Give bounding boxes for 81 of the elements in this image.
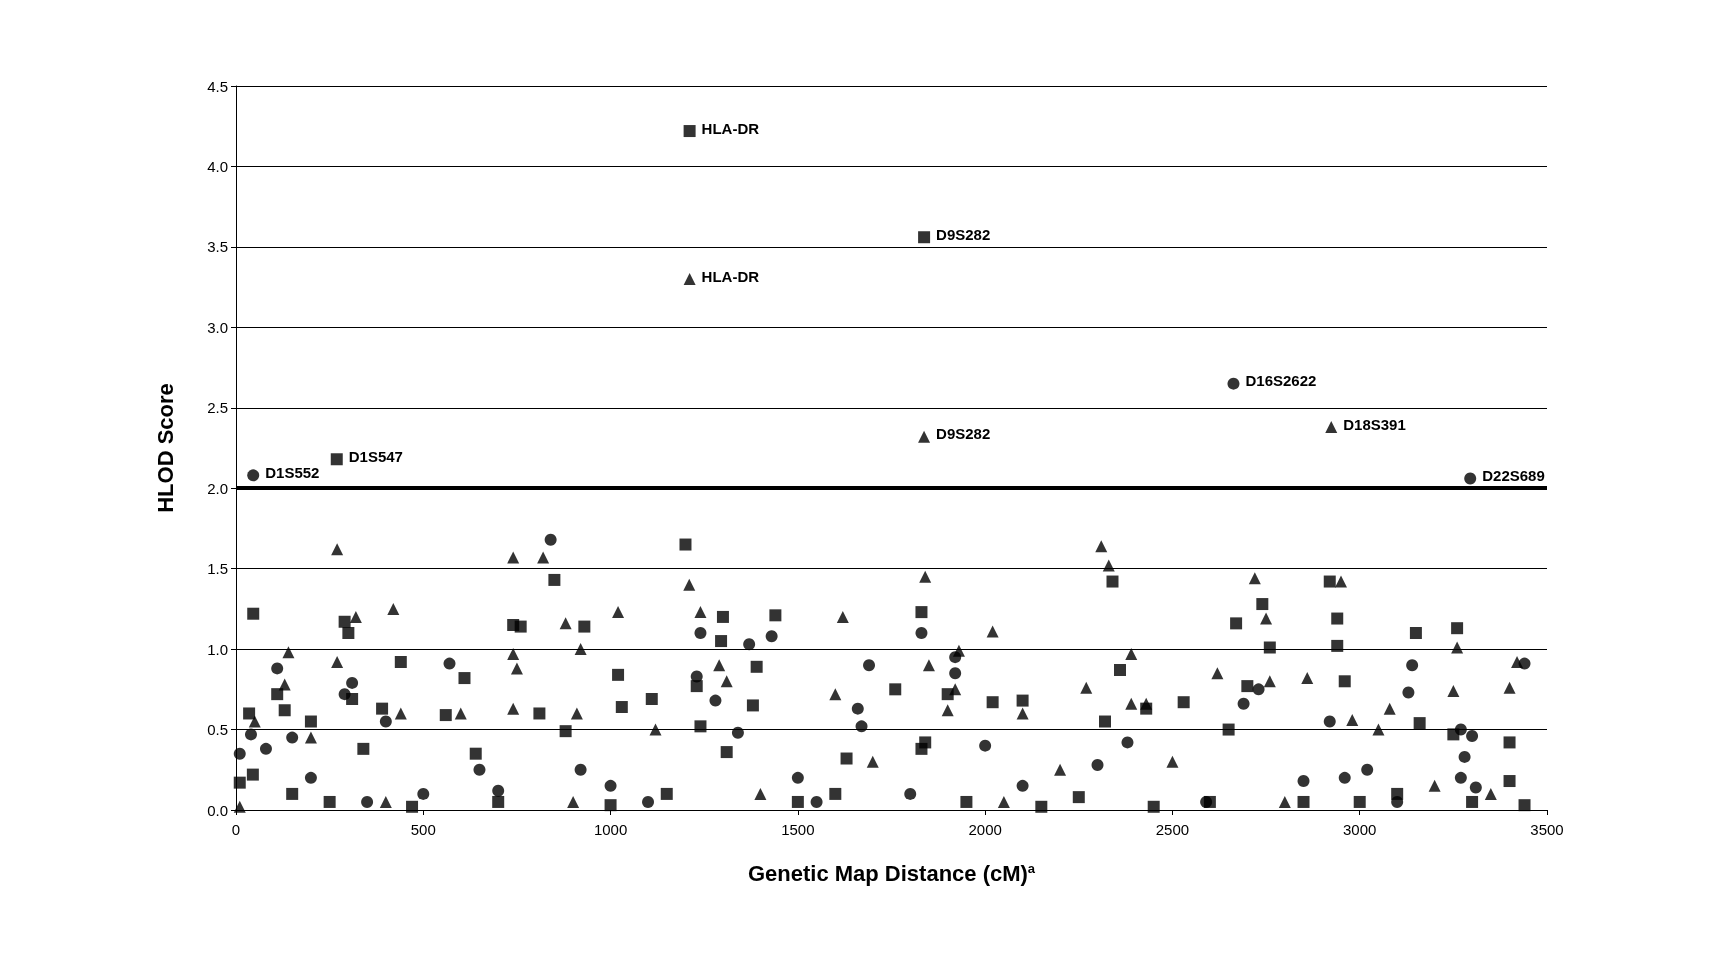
x-tick-label: 3000 bbox=[1343, 821, 1377, 838]
point bbox=[1227, 377, 1240, 390]
point bbox=[1466, 729, 1479, 742]
point bbox=[791, 771, 804, 784]
y-tick-label: 2.5 bbox=[207, 399, 228, 417]
x-tick-label: 1500 bbox=[781, 821, 815, 838]
point bbox=[1464, 472, 1477, 485]
annotation: D16S2622 bbox=[1245, 372, 1317, 390]
point bbox=[417, 787, 430, 800]
point bbox=[765, 630, 778, 643]
y-tick-label: 1.5 bbox=[207, 560, 228, 578]
y-tick-label: 2.0 bbox=[207, 479, 228, 497]
point bbox=[1406, 659, 1419, 672]
y-tick-label: 1.0 bbox=[207, 640, 228, 658]
point bbox=[304, 771, 317, 784]
y-tick-label: 3.5 bbox=[207, 238, 228, 256]
x-tick-label: 2500 bbox=[1155, 821, 1190, 838]
point bbox=[443, 657, 456, 670]
annotation: D18S391 bbox=[1343, 415, 1406, 433]
point bbox=[1361, 763, 1374, 776]
point bbox=[1237, 697, 1250, 710]
annotation: D22S689 bbox=[1482, 467, 1545, 485]
point bbox=[346, 676, 359, 689]
point bbox=[1454, 723, 1467, 736]
annotation: D9S282 bbox=[936, 425, 991, 443]
point bbox=[286, 731, 299, 744]
annotation: D9S282 bbox=[936, 225, 991, 243]
x-tick-label: 0 bbox=[231, 821, 241, 838]
point bbox=[690, 670, 703, 683]
point bbox=[1391, 795, 1404, 808]
point bbox=[810, 795, 823, 808]
point bbox=[1323, 715, 1336, 728]
x-tick-label: 500 bbox=[410, 821, 436, 838]
annotation: HLA-DR bbox=[701, 119, 760, 137]
y-axis-title: HLOD Score bbox=[152, 383, 178, 513]
point bbox=[379, 715, 392, 728]
point bbox=[709, 694, 722, 707]
point bbox=[743, 638, 756, 651]
point bbox=[259, 742, 272, 755]
annotation: D1S547 bbox=[348, 447, 403, 465]
point bbox=[1297, 775, 1310, 788]
y-tick-label: 4.5 bbox=[207, 77, 228, 95]
point bbox=[604, 779, 617, 792]
y-tick-label: 4.0 bbox=[207, 157, 228, 175]
point bbox=[855, 720, 868, 733]
point bbox=[338, 688, 351, 701]
point bbox=[979, 739, 992, 752]
point bbox=[233, 747, 246, 760]
point bbox=[1458, 750, 1471, 763]
point bbox=[1402, 686, 1415, 699]
point bbox=[544, 533, 557, 546]
point bbox=[361, 795, 374, 808]
point bbox=[1091, 758, 1104, 771]
point bbox=[245, 728, 257, 741]
annotation: HLA-DR bbox=[701, 267, 760, 285]
point bbox=[1338, 771, 1351, 784]
point bbox=[1469, 781, 1482, 794]
point bbox=[915, 627, 928, 640]
x-tick-label: 3500 bbox=[1530, 821, 1564, 838]
y-tick-label: 3.0 bbox=[207, 318, 228, 336]
point bbox=[1252, 683, 1265, 696]
point bbox=[731, 726, 744, 739]
point bbox=[271, 662, 284, 675]
point bbox=[851, 702, 864, 715]
point bbox=[863, 659, 876, 672]
point bbox=[574, 763, 587, 776]
point bbox=[492, 784, 505, 797]
x-tick-label: 1000 bbox=[593, 821, 628, 838]
point bbox=[1121, 736, 1134, 749]
annotation: D1S552 bbox=[265, 463, 320, 481]
y-tick-label: 0.5 bbox=[207, 721, 228, 739]
point bbox=[1016, 779, 1029, 792]
point bbox=[642, 795, 655, 808]
point bbox=[949, 667, 962, 680]
point bbox=[1454, 771, 1467, 784]
point bbox=[247, 469, 260, 482]
point bbox=[473, 763, 486, 776]
point bbox=[904, 787, 917, 800]
x-tick-label: 2000 bbox=[968, 821, 1002, 838]
point bbox=[694, 627, 707, 640]
y-tick-label: 0.0 bbox=[207, 801, 228, 819]
